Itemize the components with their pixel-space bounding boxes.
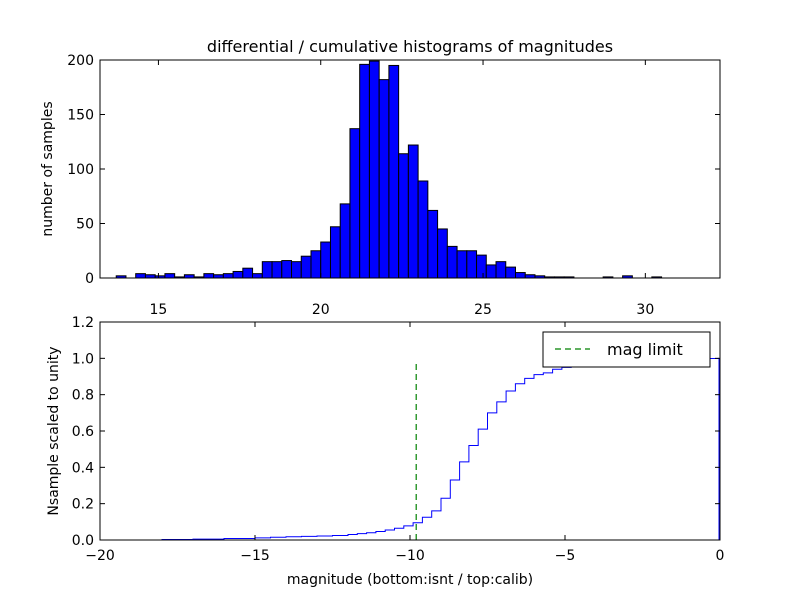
- top-y-axis-label: number of samples: [40, 101, 56, 236]
- bottom-x-tick-label: −20: [85, 548, 115, 564]
- histogram-bar: [232, 270, 244, 279]
- bottom-y-tick-label: 0.2: [72, 497, 94, 513]
- top-plot-frame: [99, 59, 721, 279]
- bottom-y-axis-label: Nsample scaled to unity: [46, 346, 62, 515]
- top-y-tick-label: 100: [67, 162, 94, 178]
- histogram-bar: [164, 273, 176, 279]
- histogram-bar: [359, 63, 370, 279]
- chart-title: differential / cumulative histograms of …: [207, 37, 613, 56]
- histogram-bar: [505, 266, 516, 279]
- histogram-bar: [203, 273, 215, 279]
- histogram-bar: [476, 254, 487, 279]
- histogram-bar: [456, 250, 468, 279]
- histogram-bar: [222, 273, 234, 279]
- histogram-bar: [261, 261, 273, 279]
- top-bars-group: [115, 60, 663, 279]
- bottom-y-tick-label: 0.4: [72, 460, 94, 476]
- histogram-bar: [446, 245, 458, 279]
- legend-label-mag-limit: mag limit: [607, 340, 683, 359]
- histogram-bar: [437, 228, 448, 279]
- histogram-bar: [291, 261, 302, 279]
- bottom-y-tick-label: 0.6: [72, 424, 94, 440]
- bottom-plot-frame: [99, 321, 721, 541]
- histogram-bar: [271, 261, 283, 279]
- histogram-bar: [407, 144, 419, 279]
- histogram-bar: [135, 273, 146, 279]
- histogram-bar: [368, 60, 380, 279]
- top-panel-histogram: differential / cumulative histograms of …: [40, 37, 721, 318]
- top-y-tick-label: 200: [67, 53, 94, 69]
- histogram-bar: [300, 255, 312, 279]
- bottom-x-axis-label: magnitude (bottom:isnt / top:calib): [287, 572, 533, 588]
- histogram-bar: [514, 272, 526, 279]
- bottom-x-tick-label: 0: [716, 548, 725, 564]
- histogram-bar: [427, 209, 439, 279]
- bottom-panel-cumulative: Nsample scaled to unity magnitude (botto…: [46, 315, 724, 588]
- top-x-tick-label: 30: [636, 302, 654, 318]
- legend: mag limit: [542, 331, 711, 368]
- bottom-y-tick-label: 1.0: [72, 351, 94, 367]
- histogram-bar: [339, 203, 351, 279]
- histogram-bar: [329, 226, 341, 279]
- top-y-tick-label: 0: [85, 271, 94, 287]
- bottom-y-tick-label: 1.2: [72, 315, 94, 331]
- top-y-tick-label: 150: [67, 108, 94, 124]
- bottom-x-tick-label: −10: [395, 548, 425, 564]
- histogram-bar: [320, 241, 331, 279]
- histogram-bar: [252, 273, 263, 279]
- histogram-bar: [485, 264, 497, 279]
- histogram-bar: [388, 64, 400, 279]
- bottom-x-tick-label: −5: [555, 548, 576, 564]
- histogram-bar: [417, 180, 429, 279]
- bottom-y-tick-label: 0.0: [72, 533, 94, 549]
- histogram-bar: [349, 128, 361, 279]
- top-x-tick-label: 15: [150, 302, 168, 318]
- histogram-bar: [495, 261, 507, 279]
- histogram-bar: [398, 153, 409, 279]
- histogram-bar: [310, 250, 322, 279]
- histogram-bar: [242, 267, 254, 279]
- bottom-x-tick-label: −15: [240, 548, 270, 564]
- top-ticks-group: 15 20 25 30 0 50 100 150 200: [67, 53, 720, 318]
- bottom-y-tick-label: 0.8: [72, 388, 94, 404]
- bottom-ticks-group: −20 −15 −10 −5 0 0.0 0.2 0.4 0.6 0.8 1.0 1.2: [72, 315, 725, 564]
- histogram-bar: [281, 260, 293, 279]
- histogram-bar: [466, 250, 478, 279]
- top-x-tick-label: 20: [312, 302, 330, 318]
- histogram-bar: [378, 79, 390, 279]
- top-y-tick-label: 50: [76, 217, 94, 233]
- top-x-tick-label: 25: [474, 302, 492, 318]
